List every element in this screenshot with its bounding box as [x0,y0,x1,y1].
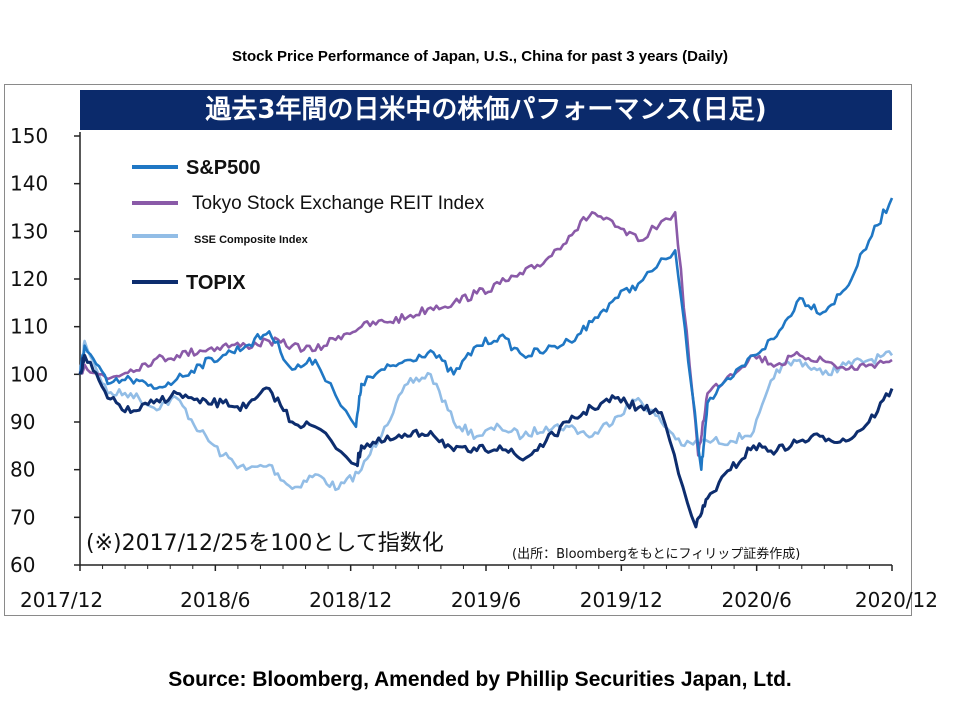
x-tick-label: 2018/12 [309,588,392,612]
y-tick-label: 80 [10,458,35,482]
y-tick-label: 60 [10,553,35,577]
chart-axes: 150 140 130 120 110 100 90 80 70 60 2017/12 2018/6 2… [10,124,938,612]
legend-label: SSE Composite Index [194,234,309,246]
y-tick-label: 140 [10,172,48,196]
y-tick-label: 130 [10,219,48,243]
chart-note: (※)2017/12/25を100として指数化 [86,531,444,556]
source-note: Source: Bloomberg, Amended by Phillip Se… [168,668,792,691]
y-tick-label: 150 [10,124,48,148]
chart-credit: (出所：Bloombergをもとにフィリップ証券作成) [512,546,800,562]
legend-label-box [186,186,520,216]
page-title: Stock Price Performance of Japan, U.S., … [231,48,728,65]
y-tick-label: 120 [10,267,48,291]
series-line-1 [78,197,894,471]
series-line-2 [78,211,893,457]
chart-title: 過去3年間の日米中の株価パフォーマンス(日足) [80,90,892,130]
series-line-4 [78,353,894,529]
x-tick-label: 2020/6 [721,588,791,612]
y-tick-label: 110 [10,315,48,339]
y-tick-label: 90 [10,410,35,434]
series-line-3 [78,339,894,492]
y-tick-label: 100 [10,362,48,386]
chart-series-lines [78,197,894,529]
x-tick-label: 2017/12 [20,588,103,612]
x-tick-label: 2019/6 [451,588,521,612]
legend-label: TOPIX [186,272,246,294]
legend-label: S&P500 [186,157,261,179]
y-tick-label: 70 [10,505,35,529]
x-tick-label: 2019/12 [580,588,663,612]
legend-label: Tokyo Stock Exchange REIT Index [192,193,485,214]
chart-legend: S&P500 Tokyo Stock Exchange REIT Index SSE… [132,157,520,294]
x-tick-label: 2018/6 [180,588,250,612]
x-tick-label: 2020/12 [855,588,938,612]
legend-label-box [186,226,336,246]
